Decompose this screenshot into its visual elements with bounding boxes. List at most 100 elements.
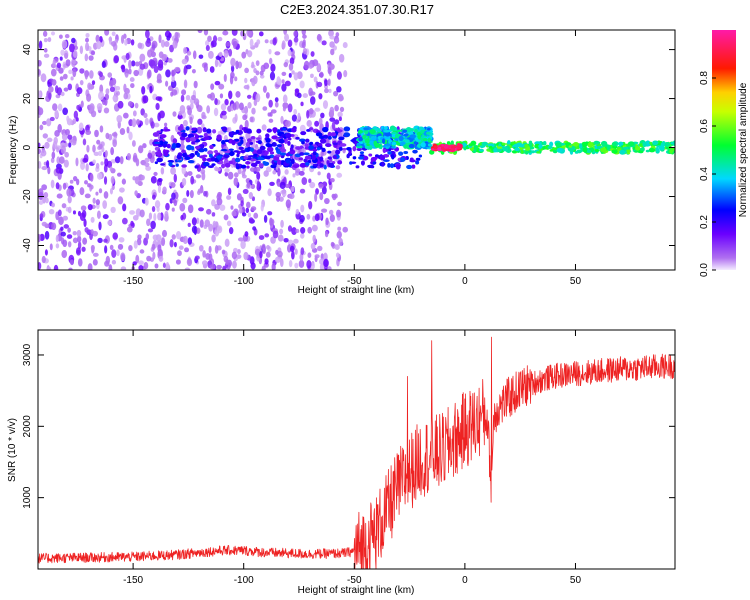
snr-y-axis-label: SNR (10 * v/v) xyxy=(7,418,18,482)
spectrogram-cell xyxy=(98,221,102,231)
spectrogram-cell xyxy=(90,184,94,190)
spectrogram-cell xyxy=(273,162,278,166)
snr-x-tick-label: -50 xyxy=(347,575,362,586)
spectrogram-cell xyxy=(300,247,305,255)
spectrogram-cell xyxy=(524,143,529,148)
spectrogram-cell xyxy=(420,129,425,134)
spectrogram-y-tick-label: -40 xyxy=(22,238,33,253)
spectrogram-cell xyxy=(258,163,264,168)
spectrogram-cell xyxy=(241,212,247,217)
spectrogram-cell xyxy=(299,80,305,89)
spectrogram-cell xyxy=(110,175,115,185)
spectrogram-cell xyxy=(284,33,290,42)
spectrogram-cell xyxy=(530,150,536,154)
spectrogram-cell xyxy=(285,120,292,128)
spectrogram-cell xyxy=(567,146,575,152)
spectrogram-cell xyxy=(58,34,63,39)
spectrogram-cell xyxy=(655,147,660,152)
spectrogram-cell xyxy=(337,111,343,118)
spectrogram-cell xyxy=(267,112,272,117)
spectrogram-cell xyxy=(181,58,188,65)
spectrogram-cell xyxy=(278,196,284,202)
spectrogram-cell xyxy=(249,147,254,152)
spectrogram-cell xyxy=(262,106,268,111)
spectrogram-cell xyxy=(645,149,650,153)
spectrogram-cell xyxy=(308,108,314,115)
spectrogram-cell xyxy=(300,226,306,234)
spectrogram-cell xyxy=(472,149,477,153)
spectrogram-cell xyxy=(102,200,108,209)
spectrogram-cell xyxy=(338,146,343,151)
spectrogram-cell xyxy=(259,74,265,79)
spectrogram-cell xyxy=(95,191,99,196)
spectrogram-cell xyxy=(222,114,228,120)
spectrogram-cell xyxy=(86,144,90,153)
spectrogram-cell xyxy=(265,251,271,258)
spectrogram-cell xyxy=(103,191,109,199)
spectrogram-cell xyxy=(90,110,97,118)
spectrogram-cell xyxy=(128,59,132,69)
spectrogram-cell xyxy=(157,178,163,183)
snr-series-line xyxy=(38,336,675,569)
spectrogram-cell xyxy=(324,88,329,94)
spectrogram-cell xyxy=(87,183,91,188)
spectrogram-cell xyxy=(160,163,166,166)
spectrogram-cell xyxy=(209,144,214,150)
spectrogram-cell xyxy=(224,171,229,177)
spectrogram-cell xyxy=(87,203,93,211)
spectrogram-cell xyxy=(99,84,104,94)
spectrogram-cell xyxy=(379,155,386,161)
spectrogram-cell xyxy=(317,245,323,252)
spectrogram-cell xyxy=(299,253,304,262)
spectrogram-cell xyxy=(310,242,316,250)
spectrogram-cell xyxy=(396,129,403,132)
spectrogram-cell xyxy=(153,171,158,176)
spectrogram-cell xyxy=(46,266,52,270)
spectrogram-cell xyxy=(352,156,357,160)
spectrogram-cell xyxy=(303,60,310,70)
spectrogram-cell xyxy=(134,190,138,197)
spectrogram-cell xyxy=(329,178,335,183)
spectrogram-cell xyxy=(115,85,121,91)
spectrogram-cell xyxy=(240,149,246,154)
spectrogram-cell xyxy=(62,215,68,221)
spectrogram-cell xyxy=(319,138,327,144)
spectrogram-cell xyxy=(318,117,323,126)
spectrogram-cell xyxy=(412,149,418,154)
spectrogram-cell xyxy=(132,214,139,221)
spectrogram-cell xyxy=(75,247,82,256)
spectrogram-cell xyxy=(38,148,42,155)
spectrogram-cell xyxy=(388,148,392,152)
spectrogram-cell xyxy=(311,224,318,232)
spectrogram-cell xyxy=(241,170,246,177)
spectrogram-cell xyxy=(372,161,376,165)
spectrogram-cell xyxy=(301,30,306,36)
spectrogram-cell xyxy=(332,194,337,201)
spectrogram-cell xyxy=(227,171,234,180)
spectrogram-cell xyxy=(381,138,386,144)
spectrogram-cell xyxy=(246,94,252,99)
spectrogram-cell xyxy=(282,127,287,131)
spectrogram-cell xyxy=(102,214,109,220)
spectrogram-cell xyxy=(152,234,159,241)
spectrogram-cell xyxy=(107,220,112,226)
spectrogram-cell xyxy=(73,110,79,119)
spectrogram-cell xyxy=(61,203,67,209)
spectrogram-cell xyxy=(129,210,135,215)
spectrogram-cell xyxy=(126,126,130,134)
spectrogram-cell xyxy=(256,171,261,181)
spectrogram-cell xyxy=(400,157,406,162)
spectrogram-cell xyxy=(189,116,193,125)
spectrogram-cell xyxy=(370,136,377,141)
spectrogram-cell xyxy=(270,109,277,114)
spectrogram-cell xyxy=(58,67,64,74)
spectrogram-cell xyxy=(103,176,108,185)
spectrogram-cell xyxy=(43,53,50,58)
spectrogram-cell xyxy=(71,140,77,146)
spectrogram-cell xyxy=(268,48,272,55)
spectrogram-cell xyxy=(109,86,116,93)
spectrogram-cell xyxy=(221,126,228,132)
spectrogram-cell xyxy=(46,118,52,127)
spectrogram-cell xyxy=(59,76,64,81)
